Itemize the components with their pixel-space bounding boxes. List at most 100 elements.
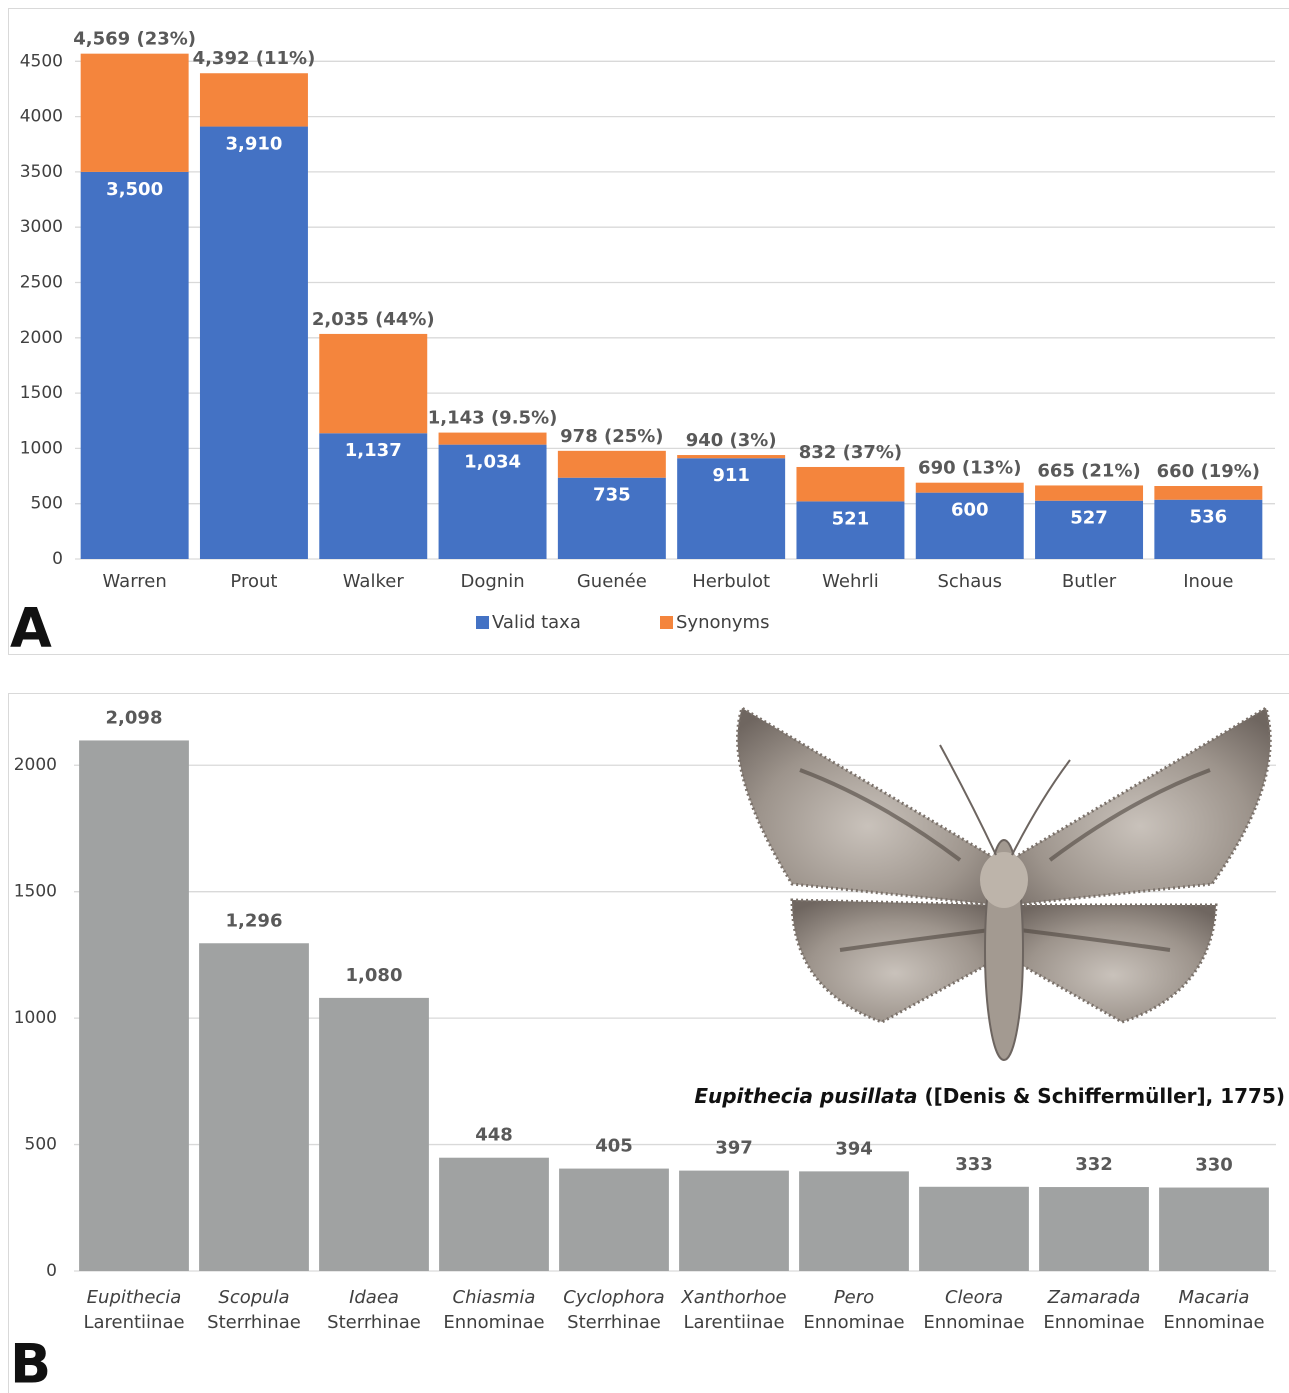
x-tick-sublabel: Sterrhinae xyxy=(327,1312,421,1333)
bar xyxy=(199,943,309,1271)
value-label: 521 xyxy=(832,508,870,529)
value-label: 600 xyxy=(951,500,989,521)
image-caption: Eupithecia pusillata ([Denis & Schifferm… xyxy=(694,1084,1285,1108)
x-tick-sublabel: Ennominae xyxy=(443,1312,544,1333)
panel-label: A xyxy=(10,597,52,660)
value-label: 735 xyxy=(593,485,631,506)
x-tick-sublabel: Ennominae xyxy=(923,1312,1024,1333)
bar xyxy=(79,740,189,1271)
value-label: 330 xyxy=(1195,1155,1233,1176)
value-label: 1,034 xyxy=(464,452,521,473)
total-label: 660 (19%) xyxy=(1157,461,1260,482)
value-label: 1,137 xyxy=(345,440,402,461)
y-tick-label: 1500 xyxy=(14,882,57,902)
bar-segment xyxy=(81,54,189,172)
y-tick-label: 2000 xyxy=(14,755,57,775)
bar-segment xyxy=(81,172,189,559)
x-tick-sublabel: Ennominae xyxy=(803,1312,904,1333)
value-label: 332 xyxy=(1075,1154,1113,1175)
value-label: 405 xyxy=(595,1136,633,1157)
bar-segment xyxy=(200,73,308,126)
y-tick-label: 3500 xyxy=(20,162,63,182)
value-label: 911 xyxy=(712,465,750,486)
x-tick-label: Cleora xyxy=(945,1287,1003,1308)
bar xyxy=(319,998,429,1271)
y-tick-label: 1500 xyxy=(20,383,63,403)
bar-segment xyxy=(200,127,308,559)
x-tick-label: Pero xyxy=(834,1287,874,1308)
total-label: 1,143 (9.5%) xyxy=(428,408,558,429)
x-tick-sublabel: Ennominae xyxy=(1043,1312,1144,1333)
page: A B 0 500 1000 1500 2000 2500 3000 3500 4000 4500… xyxy=(0,0,1289,1393)
bar-segment xyxy=(1035,485,1143,500)
x-tick-label: Xanthorhoe xyxy=(680,1287,786,1308)
x-tick-label: Herbulot xyxy=(692,571,770,592)
bar xyxy=(1159,1188,1269,1271)
bar xyxy=(559,1169,669,1271)
total-label: 4,569 (23%) xyxy=(73,29,196,50)
legend-label: Synonyms xyxy=(676,612,769,633)
total-label: 978 (25%) xyxy=(560,426,663,447)
value-label: 397 xyxy=(715,1138,753,1159)
total-label: 832 (37%) xyxy=(799,442,902,463)
x-tick-sublabel: Ennominae xyxy=(1163,1312,1264,1333)
panel-label: B xyxy=(10,1333,51,1393)
total-label: 940 (3%) xyxy=(686,430,777,451)
x-tick-label: Inoue xyxy=(1183,571,1233,592)
value-label: 333 xyxy=(955,1154,993,1175)
value-label: 536 xyxy=(1190,507,1228,528)
x-tick-sublabel: Sterrhinae xyxy=(207,1312,301,1333)
x-tick-label: Zamarada xyxy=(1047,1287,1141,1308)
total-label: 665 (21%) xyxy=(1037,460,1140,481)
x-tick-label: Cyclophora xyxy=(563,1287,664,1308)
value-label: 2,098 xyxy=(106,707,163,728)
y-tick-label: 500 xyxy=(25,1135,57,1155)
x-tick-label: Scopula xyxy=(218,1287,289,1308)
x-tick-sublabel: Larentiinae xyxy=(683,1312,784,1333)
bar-segment xyxy=(677,455,785,458)
y-tick-label: 4500 xyxy=(20,51,63,71)
x-tick-sublabel: Larentiinae xyxy=(83,1312,184,1333)
total-label: 2,035 (44%) xyxy=(312,309,435,330)
bar xyxy=(439,1158,549,1271)
bar-segment xyxy=(439,433,547,445)
x-tick-label: Butler xyxy=(1062,571,1117,592)
y-tick-label: 4000 xyxy=(20,107,63,127)
legend-label: Valid taxa xyxy=(492,612,581,633)
x-tick-label: Idaea xyxy=(349,1287,399,1308)
bar-segment xyxy=(1154,486,1262,500)
bar xyxy=(799,1171,909,1271)
value-label: 3,910 xyxy=(225,134,282,155)
value-label: 394 xyxy=(835,1138,873,1159)
bar-segment xyxy=(916,483,1024,493)
y-tick-label: 0 xyxy=(46,1261,57,1281)
legend-swatch xyxy=(476,616,489,629)
x-tick-label: Macaria xyxy=(1179,1287,1250,1308)
value-label: 1,080 xyxy=(346,965,403,986)
y-tick-label: 3000 xyxy=(20,217,63,237)
x-tick-sublabel: Sterrhinae xyxy=(567,1312,661,1333)
moth-photo xyxy=(738,708,1271,1060)
y-tick-label: 0 xyxy=(52,549,63,569)
species-authority: ([Denis & Schiffermüller], 1775) xyxy=(918,1084,1285,1108)
total-label: 690 (13%) xyxy=(918,458,1021,479)
x-tick-label: Eupithecia xyxy=(87,1287,182,1308)
x-tick-label: Dognin xyxy=(460,571,524,592)
x-tick-label: Chiasmia xyxy=(453,1287,536,1308)
x-tick-label: Warren xyxy=(103,571,167,592)
bar xyxy=(1039,1187,1149,1271)
y-tick-label: 1000 xyxy=(20,438,63,458)
figure: A B 0 500 1000 1500 2000 2500 3000 3500 4000 4500… xyxy=(0,0,1289,1393)
y-tick-label: 2500 xyxy=(20,273,63,293)
x-tick-label: Walker xyxy=(343,571,405,592)
bar xyxy=(919,1187,1029,1271)
value-label: 1,296 xyxy=(226,910,283,931)
bar-segment xyxy=(319,334,427,433)
total-label: 4,392 (11%) xyxy=(193,48,316,69)
x-tick-label: Wehrli xyxy=(822,571,879,592)
x-tick-label: Prout xyxy=(230,571,277,592)
species-name: Eupithecia pusillata xyxy=(694,1084,917,1108)
y-tick-label: 500 xyxy=(31,494,63,514)
x-tick-label: Schaus xyxy=(937,571,1002,592)
value-label: 527 xyxy=(1070,508,1108,529)
